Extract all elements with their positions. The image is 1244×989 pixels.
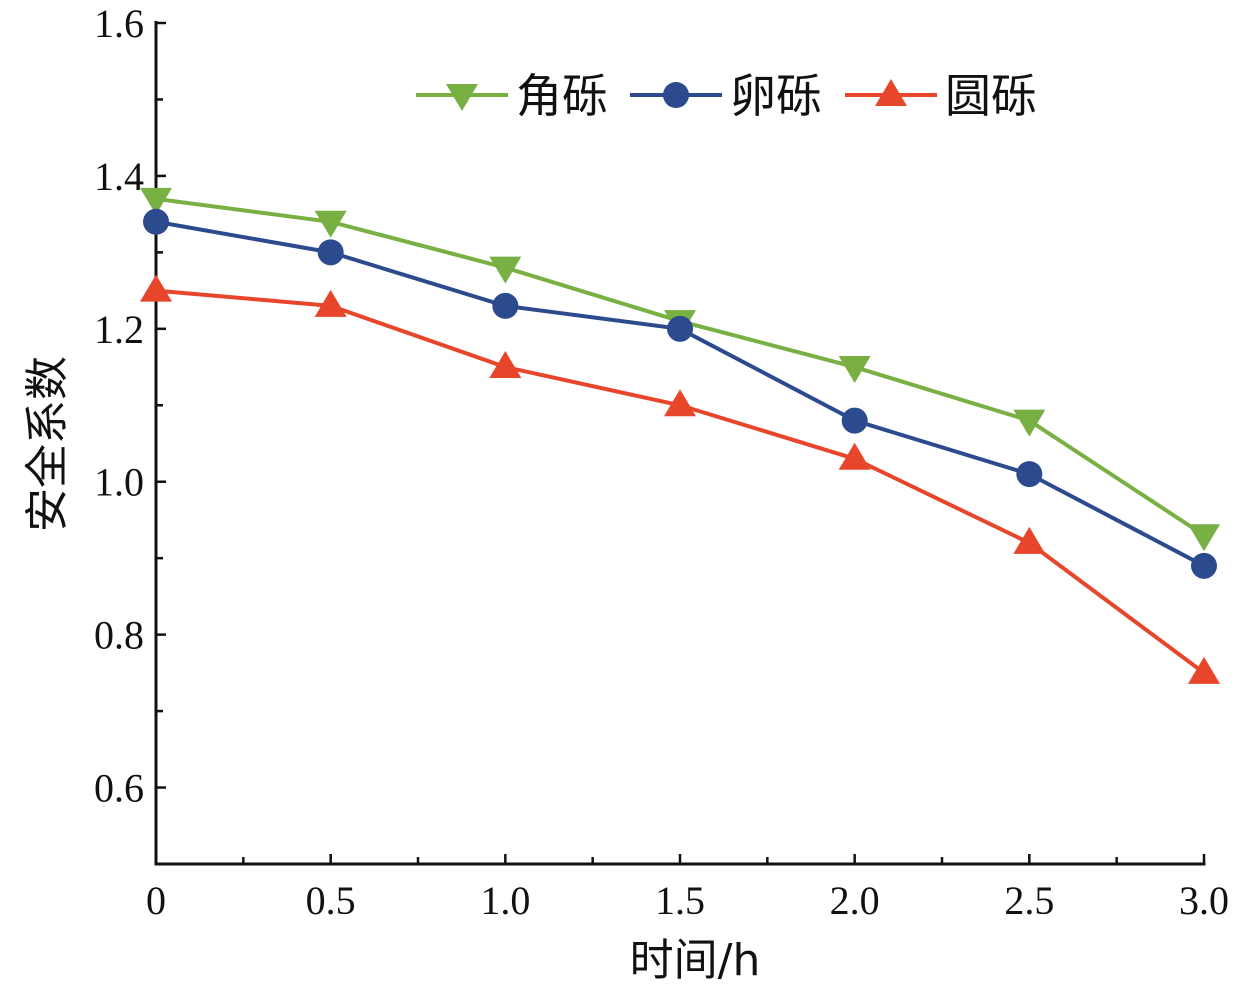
y-tick-label: 1.6	[94, 1, 144, 46]
series-1	[140, 187, 1220, 552]
data-point	[664, 389, 696, 417]
y-tick-label: 0.8	[94, 613, 144, 658]
data-point	[314, 210, 347, 238]
legend-marker	[663, 82, 689, 108]
legend-label: 圆砾	[945, 69, 1037, 123]
legend-item-1: 角砾	[416, 69, 608, 123]
axes: 0.6 0.8 1.0 1.2 1.4 1.6 0 0.5 1.0 1.5 2.0 2.5 3.0	[94, 1, 1229, 923]
data-point	[838, 442, 871, 470]
x-tick-label: 0.5	[306, 878, 356, 923]
y-tick-label: 1.0	[94, 460, 144, 505]
data-point	[1013, 409, 1046, 437]
y-tick-label: 0.6	[94, 766, 144, 811]
data-point	[143, 208, 169, 235]
data-point	[667, 315, 693, 342]
legend-label: 角砾	[516, 69, 608, 123]
data-point	[1188, 524, 1220, 552]
x-tick-label: 0	[146, 878, 166, 923]
series-2	[143, 208, 1217, 579]
legend: 角砾 卵砾 圆砾	[416, 69, 1037, 123]
y-tick-label: 1.4	[94, 154, 144, 199]
data-point	[140, 274, 172, 302]
data-point	[317, 239, 344, 266]
x-axis-label: 时间/h	[630, 935, 761, 986]
data-point	[140, 187, 172, 215]
data-point	[838, 356, 871, 384]
legend-item-3: 圆砾	[845, 69, 1037, 123]
legend-label: 卵砾	[730, 69, 822, 123]
legend-marker	[875, 79, 907, 106]
series-3	[140, 274, 1220, 684]
x-tick-label: 1.0	[480, 878, 530, 923]
data-point	[489, 351, 522, 379]
series-layer	[140, 187, 1220, 684]
y-axis-label: 安全系数	[22, 356, 73, 532]
x-tick-label: 2.5	[1004, 878, 1054, 923]
data-point	[841, 407, 868, 434]
data-point	[314, 289, 347, 317]
x-tick-label: 3.0	[1179, 878, 1229, 923]
x-tick-label: 2.0	[830, 878, 880, 923]
y-tick-label: 1.2	[94, 307, 144, 352]
data-point	[1188, 656, 1220, 684]
x-tick-label: 1.5	[655, 878, 705, 923]
data-point	[1013, 526, 1046, 554]
legend-item-2: 卵砾	[630, 69, 822, 123]
data-point	[489, 256, 522, 284]
legend-marker	[446, 84, 478, 111]
data-point	[492, 292, 519, 319]
data-point	[1016, 461, 1043, 488]
data-point	[1191, 552, 1217, 579]
